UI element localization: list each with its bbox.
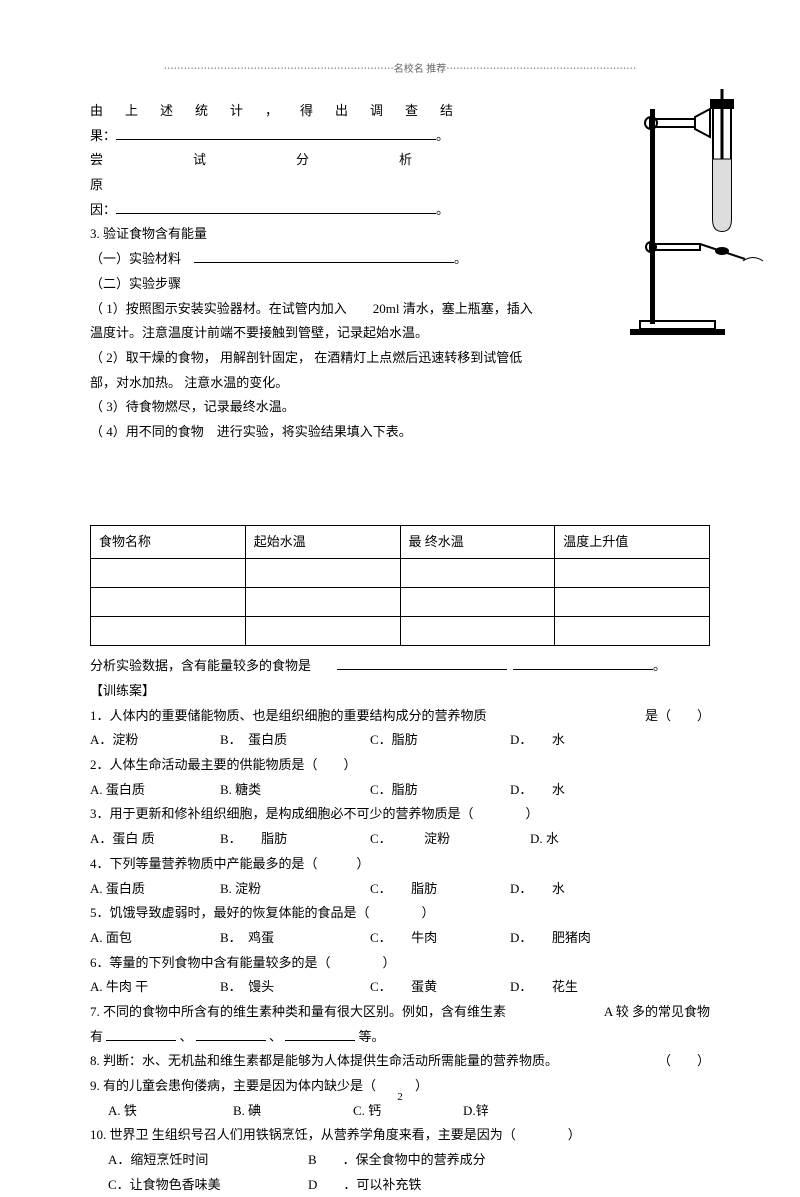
q2-c: C．脂肪 bbox=[370, 778, 510, 803]
q1-tail: 是（ ） bbox=[645, 704, 710, 729]
text: 、 bbox=[180, 1029, 193, 1044]
q3-b: B． 脂肪 bbox=[220, 827, 370, 852]
q5-stem: 5．饥饿导致虚弱时，最好的恢复体能的食品是（ ） bbox=[90, 901, 710, 926]
q4: 4．下列等量营养物质中产能最多的是（ ） A. 蛋白质 B. 淀粉 C． 脂肪 … bbox=[90, 852, 710, 901]
q8-stem: 8. 判断：水、无机盐和维生素都是能够为人体提供生命活动所需能量的营养物质。 bbox=[90, 1049, 558, 1074]
text: 等。 bbox=[359, 1029, 385, 1044]
q10: 10. 世界卫 生组织号召人们用铁锅烹饪，从营养学角度来看，主要是因为（ ） A… bbox=[90, 1123, 710, 1197]
s3-p3: （ 3）待食物燃尽，记录最终水温。 bbox=[90, 395, 545, 420]
s3-m2: （二）实验步骤 bbox=[90, 272, 545, 297]
page-number: 2 bbox=[0, 1087, 800, 1108]
table-row bbox=[91, 559, 710, 588]
text: （一）实验材料 bbox=[90, 251, 181, 266]
q3-d: D. 水 bbox=[530, 827, 559, 852]
q2: 2．人体生命活动最主要的供能物质是（ ） A. 蛋白质 B. 糖类 C．脂肪 D… bbox=[90, 753, 710, 802]
text: 因： bbox=[90, 202, 116, 217]
q2-stem: 2．人体生命活动最主要的供能物质是（ ） bbox=[90, 753, 710, 778]
text: 。 bbox=[436, 202, 449, 217]
q4-b: B. 淀粉 bbox=[220, 877, 370, 902]
s3-p2: （ 2）取干燥的食物， 用解剖针固定， 在酒精灯上点燃后迅速转移到试管低部，对水… bbox=[90, 346, 545, 395]
s3-p4: （ 4）用不同的食物 进行实验，将实验结果填入下表。 bbox=[90, 420, 545, 445]
text: 。 bbox=[436, 128, 449, 143]
q3: 3．用于更新和修补组织细胞，是构成细胞必不可少的营养物质是（ ） A．蛋白 质 … bbox=[90, 802, 710, 851]
q1-c: C．脂肪 bbox=[370, 728, 510, 753]
q1: 1．人体内的重要储能物质、也是组织细胞的重要结构成分的营养物质 是（ ） A．淀… bbox=[90, 704, 710, 753]
q6-stem: 6．等量的下列食物中含有能量较多的是（ ） bbox=[90, 951, 710, 976]
table-row bbox=[91, 617, 710, 646]
q5-d: D． 肥猪肉 bbox=[510, 926, 591, 951]
q7-stem1: 7. 不同的食物中所含有的维生素种类和量有很大区别。例如，含有维生素 bbox=[90, 1000, 506, 1025]
text: 果： bbox=[90, 128, 116, 143]
q6-d: D． 花生 bbox=[510, 975, 578, 1000]
content: 由上述统计，得出调查结 果： 。 尝试分析原 因： 。 3. 验证食物含有能量 （一… bbox=[90, 99, 710, 1197]
q1-a: A．淀粉 bbox=[90, 728, 220, 753]
after-table: 分析实验数据，含有能量较多的食物是 。 bbox=[90, 654, 710, 679]
blank bbox=[106, 1027, 176, 1041]
q4-d: D． 水 bbox=[510, 877, 565, 902]
training-header: 【训练案】 bbox=[90, 679, 710, 704]
blank bbox=[337, 656, 507, 670]
q6: 6．等量的下列食物中含有能量较多的是（ ） A. 牛肉 干 B． 馒头 C． 蛋… bbox=[90, 951, 710, 1000]
q10-b: B ．保全食物中的营养成分 bbox=[308, 1148, 486, 1173]
q7-stem2: A 较 多的常见食物 bbox=[604, 1000, 710, 1025]
intro-l2: 果： 。 bbox=[90, 124, 545, 149]
blank bbox=[116, 200, 436, 214]
lab-apparatus-icon bbox=[625, 89, 770, 349]
q8: 8. 判断：水、无机盐和维生素都是能够为人体提供生命活动所需能量的营养物质。 （… bbox=[90, 1049, 710, 1074]
q7: 7. 不同的食物中所含有的维生素种类和量有很大区别。例如，含有维生素 A 较 多… bbox=[90, 1000, 710, 1049]
q1-b: B． 蛋白质 bbox=[220, 728, 370, 753]
q5-a: A. 面包 bbox=[90, 926, 220, 951]
text: 有 bbox=[90, 1029, 103, 1044]
table-row bbox=[91, 588, 710, 617]
q6-c: C． 蛋黄 bbox=[370, 975, 510, 1000]
q3-c: C． 淀粉 bbox=[370, 827, 530, 852]
col-start: 起始水温 bbox=[245, 525, 400, 559]
page: ⋯⋯⋯⋯⋯⋯⋯⋯⋯⋯⋯⋯⋯⋯⋯⋯⋯⋯⋯⋯⋯⋯⋯名校名 推荐⋯⋯⋯⋯⋯⋯⋯⋯⋯⋯⋯… bbox=[0, 0, 800, 1133]
q3-a: A．蛋白 质 bbox=[90, 827, 220, 852]
results-table: 食物名称 起始水温 最 终水温 温度上升值 bbox=[90, 525, 710, 647]
s3-m1: （一）实验材料 。 bbox=[90, 247, 545, 272]
q2-d: D． 水 bbox=[510, 778, 565, 803]
blank bbox=[196, 1027, 266, 1041]
text: 、 bbox=[269, 1029, 282, 1044]
col-end: 最 终水温 bbox=[400, 525, 555, 559]
q4-stem: 4．下列等量营养物质中产能最多的是（ ） bbox=[90, 852, 710, 877]
q4-a: A. 蛋白质 bbox=[90, 877, 220, 902]
q10-d: D ．可以补充铁 bbox=[308, 1173, 421, 1197]
q6-a: A. 牛肉 干 bbox=[90, 975, 220, 1000]
q8-tail: （ ） bbox=[658, 1049, 710, 1074]
col-rise: 温度上升值 bbox=[555, 525, 710, 559]
q1-d: D． 水 bbox=[510, 728, 565, 753]
q10-c: C．让食物色香味美 bbox=[90, 1173, 308, 1197]
text: 分析实验数据，含有能量较多的食物是 bbox=[90, 658, 311, 673]
q2-a: A. 蛋白质 bbox=[90, 778, 220, 803]
q2-b: B. 糖类 bbox=[220, 778, 370, 803]
text: 。 bbox=[653, 658, 666, 673]
blank bbox=[194, 249, 454, 263]
q5-b: B． 鸡蛋 bbox=[220, 926, 370, 951]
blank bbox=[513, 656, 653, 670]
intro-l4: 因： 。 bbox=[90, 198, 545, 223]
header-recommendation: ⋯⋯⋯⋯⋯⋯⋯⋯⋯⋯⋯⋯⋯⋯⋯⋯⋯⋯⋯⋯⋯⋯⋯名校名 推荐⋯⋯⋯⋯⋯⋯⋯⋯⋯⋯⋯… bbox=[90, 60, 710, 79]
q10-a: A．缩短烹饪时间 bbox=[90, 1148, 308, 1173]
q5: 5．饥饿导致虚弱时，最好的恢复体能的食品是（ ） A. 面包 B． 鸡蛋 C． … bbox=[90, 901, 710, 950]
table-header-row: 食物名称 起始水温 最 终水温 温度上升值 bbox=[91, 525, 710, 559]
intro-block: 由上述统计，得出调查结 果： 。 尝试分析原 因： 。 3. 验证食物含有能量 （一… bbox=[90, 99, 545, 445]
s3-p1: （ 1）按照图示安装实验器材。在试管内加入 20ml 清水，塞上瓶塞，插入温度计… bbox=[90, 297, 545, 346]
q3-stem: 3．用于更新和修补组织细胞，是构成细胞必不可少的营养物质是（ ） bbox=[90, 802, 710, 827]
q4-c: C． 脂肪 bbox=[370, 877, 510, 902]
col-food: 食物名称 bbox=[91, 525, 246, 559]
intro-l1: 由上述统计，得出调查结 bbox=[90, 99, 545, 124]
q6-b: B． 馒头 bbox=[220, 975, 370, 1000]
intro-l3: 尝试分析原 bbox=[90, 148, 545, 197]
q1-stem: 1．人体内的重要储能物质、也是组织细胞的重要结构成分的营养物质 bbox=[90, 704, 487, 729]
blank bbox=[116, 126, 436, 140]
q10-stem: 10. 世界卫 生组织号召人们用铁锅烹饪，从营养学角度来看，主要是因为（ ） bbox=[90, 1123, 710, 1148]
q5-c: C． 牛肉 bbox=[370, 926, 510, 951]
blank bbox=[285, 1027, 355, 1041]
text: 。 bbox=[454, 251, 467, 266]
s3-title: 3. 验证食物含有能量 bbox=[90, 222, 545, 247]
